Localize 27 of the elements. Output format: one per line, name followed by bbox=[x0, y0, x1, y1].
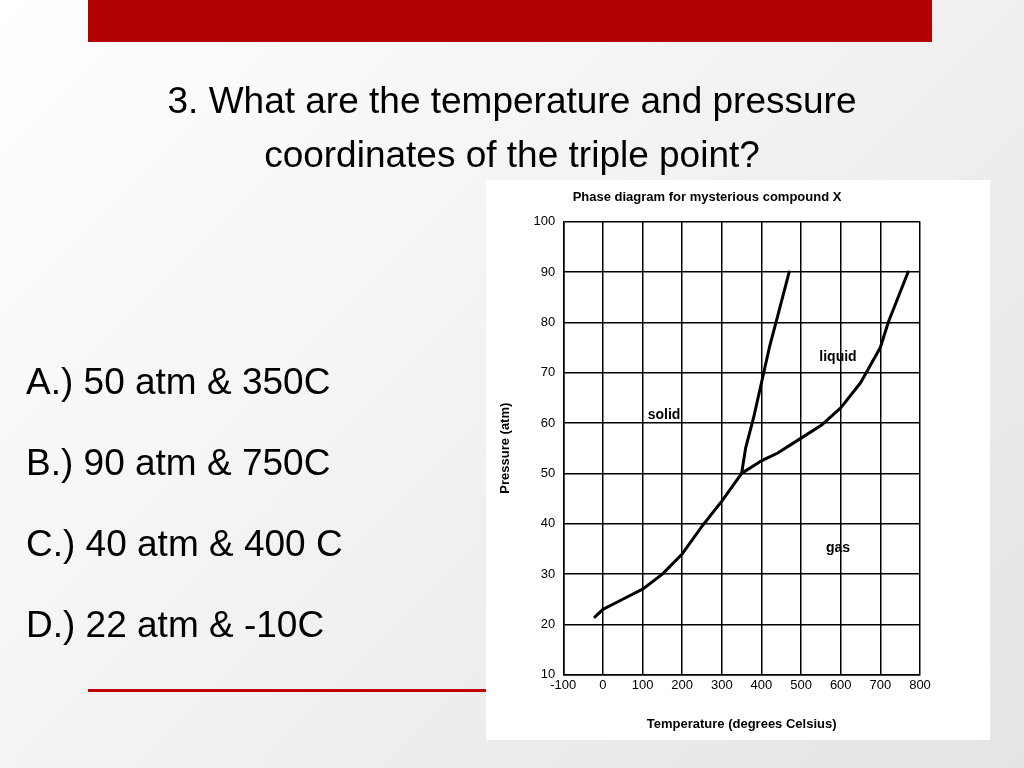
x-tick-label: 600 bbox=[829, 677, 852, 693]
y-tick-label: 80 bbox=[540, 313, 556, 329]
x-tick-label: 800 bbox=[909, 677, 931, 693]
y-tick-label: 100 bbox=[533, 213, 556, 229]
text: B.) 90 atm & 750C bbox=[26, 441, 331, 485]
x-tick-label: 0 bbox=[599, 677, 607, 693]
y-tick-label: 60 bbox=[540, 414, 556, 430]
text: C.) 40 atm & 400 C bbox=[26, 522, 343, 566]
x-tick-label: 300 bbox=[710, 677, 733, 693]
text: A.) 50 atm & 350C bbox=[26, 360, 331, 404]
y-tick-label: 30 bbox=[540, 565, 556, 581]
y-axis-title: Pressure (atm) bbox=[497, 402, 513, 494]
y-tick-label: 40 bbox=[540, 515, 556, 531]
chart-title: Phase diagram for mysterious compound X bbox=[572, 189, 842, 205]
y-tick-label: 20 bbox=[540, 616, 556, 632]
y-tick-label: 50 bbox=[540, 464, 556, 480]
x-tick-label: 200 bbox=[671, 677, 694, 693]
x-tick-label: 400 bbox=[750, 677, 773, 693]
text: D.) 22 atm & -10C bbox=[26, 603, 325, 647]
text: 3. What are the temperature and pressure coordinates of the triple point? bbox=[166, 79, 858, 177]
x-tick-label: 100 bbox=[631, 677, 654, 693]
x-axis-title: Temperature (degrees Celsius) bbox=[646, 715, 837, 731]
x-tick-label: 700 bbox=[869, 677, 892, 693]
x-tick-label: 500 bbox=[790, 677, 812, 693]
y-tick-label: 90 bbox=[540, 263, 556, 279]
annotation: solid bbox=[647, 406, 681, 422]
y-tick-label: 70 bbox=[540, 364, 556, 380]
